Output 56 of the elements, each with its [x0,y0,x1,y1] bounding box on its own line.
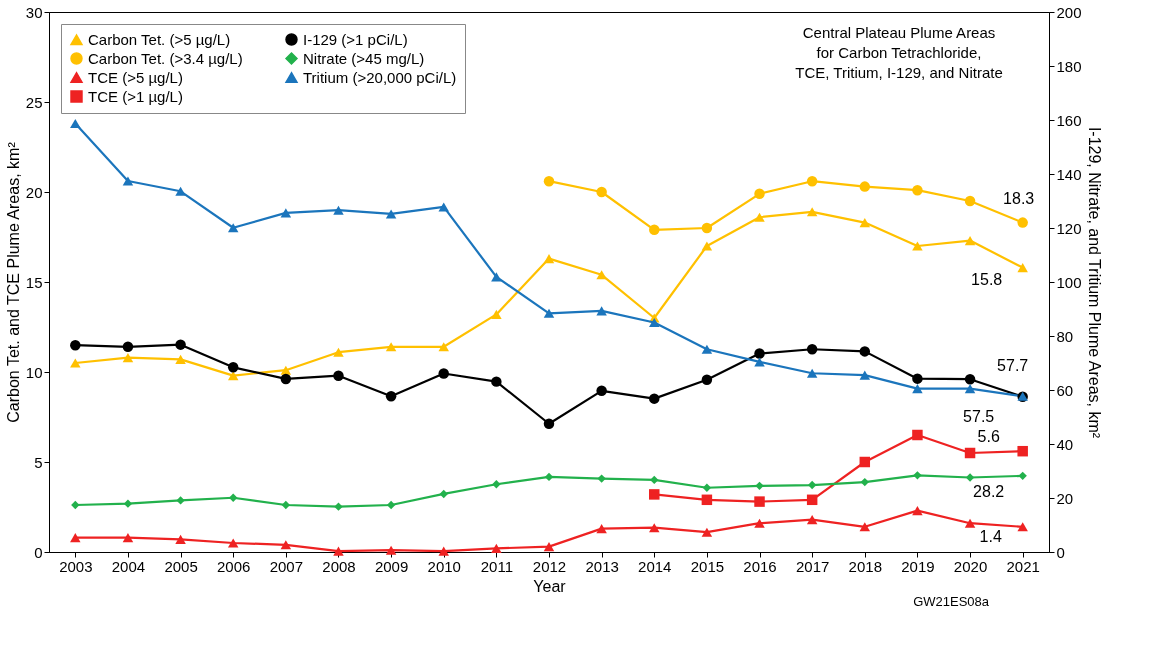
y2-tick-label: 200 [1056,3,1082,21]
x-tick-label: 2009 [374,557,409,575]
y2-tick-label: 120 [1056,219,1082,237]
y2-tick-label: 160 [1056,111,1082,129]
y2-tick-label: 140 [1056,165,1082,183]
x-tick-label: 2021 [1006,557,1040,575]
y2-tick-label: 80 [1056,327,1074,345]
legend-label: Carbon Tet. (>5 µg/L) [88,30,231,48]
legend-label: Tritium (>20,000 pCi/L) [303,68,457,86]
x-tick-label: 2004 [111,557,146,575]
x-tick-label: 2007 [269,557,304,575]
text: Central Plateau Plume Areas for Carbon Tetrachloride, TCE, Tritium, I-129, and Nitrate [795,24,1003,81]
x-tick-label: 2012 [532,557,567,575]
y-tick-label: 20 [25,183,43,201]
legend-label: TCE (>5 µg/L) [88,68,183,86]
x-axis-title: Year [533,577,567,595]
x-tick-label: 2005 [164,557,198,575]
x-tick-label: 2013 [585,557,619,575]
data-label: 57.5 [963,407,995,425]
y-tick-label: 5 [34,453,43,471]
y-tick-label: 0 [34,543,43,561]
data-label: 28.2 [973,482,1005,500]
y-axis-title: Carbon Tet. and TCE Plume Areas, km² [4,141,22,423]
data-label: 1.4 [979,527,1002,545]
x-tick-label: 2006 [217,557,251,575]
y-tick-label: 10 [25,363,43,381]
data-label: 15.8 [971,270,1003,288]
legend-label: I-129 (>1 pCi/L) [303,30,408,48]
x-tick-label: 2011 [480,557,513,575]
y-tick-label: 30 [25,3,43,21]
x-tick-label: 2017 [795,557,830,575]
x-tick-label: 2010 [427,557,461,575]
data-label: 18.3 [1003,189,1035,207]
y2-tick-label: 40 [1056,435,1074,453]
legend-label: TCE (>1 µg/L) [88,87,183,105]
y-tick-label: 15 [25,273,43,291]
x-tick-label: 2014 [638,557,672,575]
text: GW21ES08a [913,594,990,609]
legend-label: Carbon Tet. (>3.4 µg/L) [88,49,243,67]
y2-tick-label: 180 [1056,57,1082,75]
y2-tick-label: 100 [1056,273,1082,291]
data-label: 57.7 [997,357,1029,375]
x-tick-label: 2016 [743,557,777,575]
data-label: 5.6 [977,428,1000,446]
x-tick-label: 2003 [59,557,93,575]
y2-tick-label: 0 [1056,543,1065,561]
y-tick-label: 25 [25,93,43,111]
x-tick-label: 2019 [901,557,935,575]
y2-axis-title: I-129, Nitrate, and Tritium Plume Areas, km² [1085,126,1103,439]
x-tick-label: 2018 [848,557,882,575]
y2-tick-label: 60 [1056,381,1074,399]
x-tick-label: 2020 [953,557,988,575]
y2-tick-label: 20 [1056,489,1074,507]
x-tick-label: 2015 [690,557,725,575]
legend-label: Nitrate (>45 mg/L) [303,49,425,67]
x-tick-label: 2008 [322,557,356,575]
